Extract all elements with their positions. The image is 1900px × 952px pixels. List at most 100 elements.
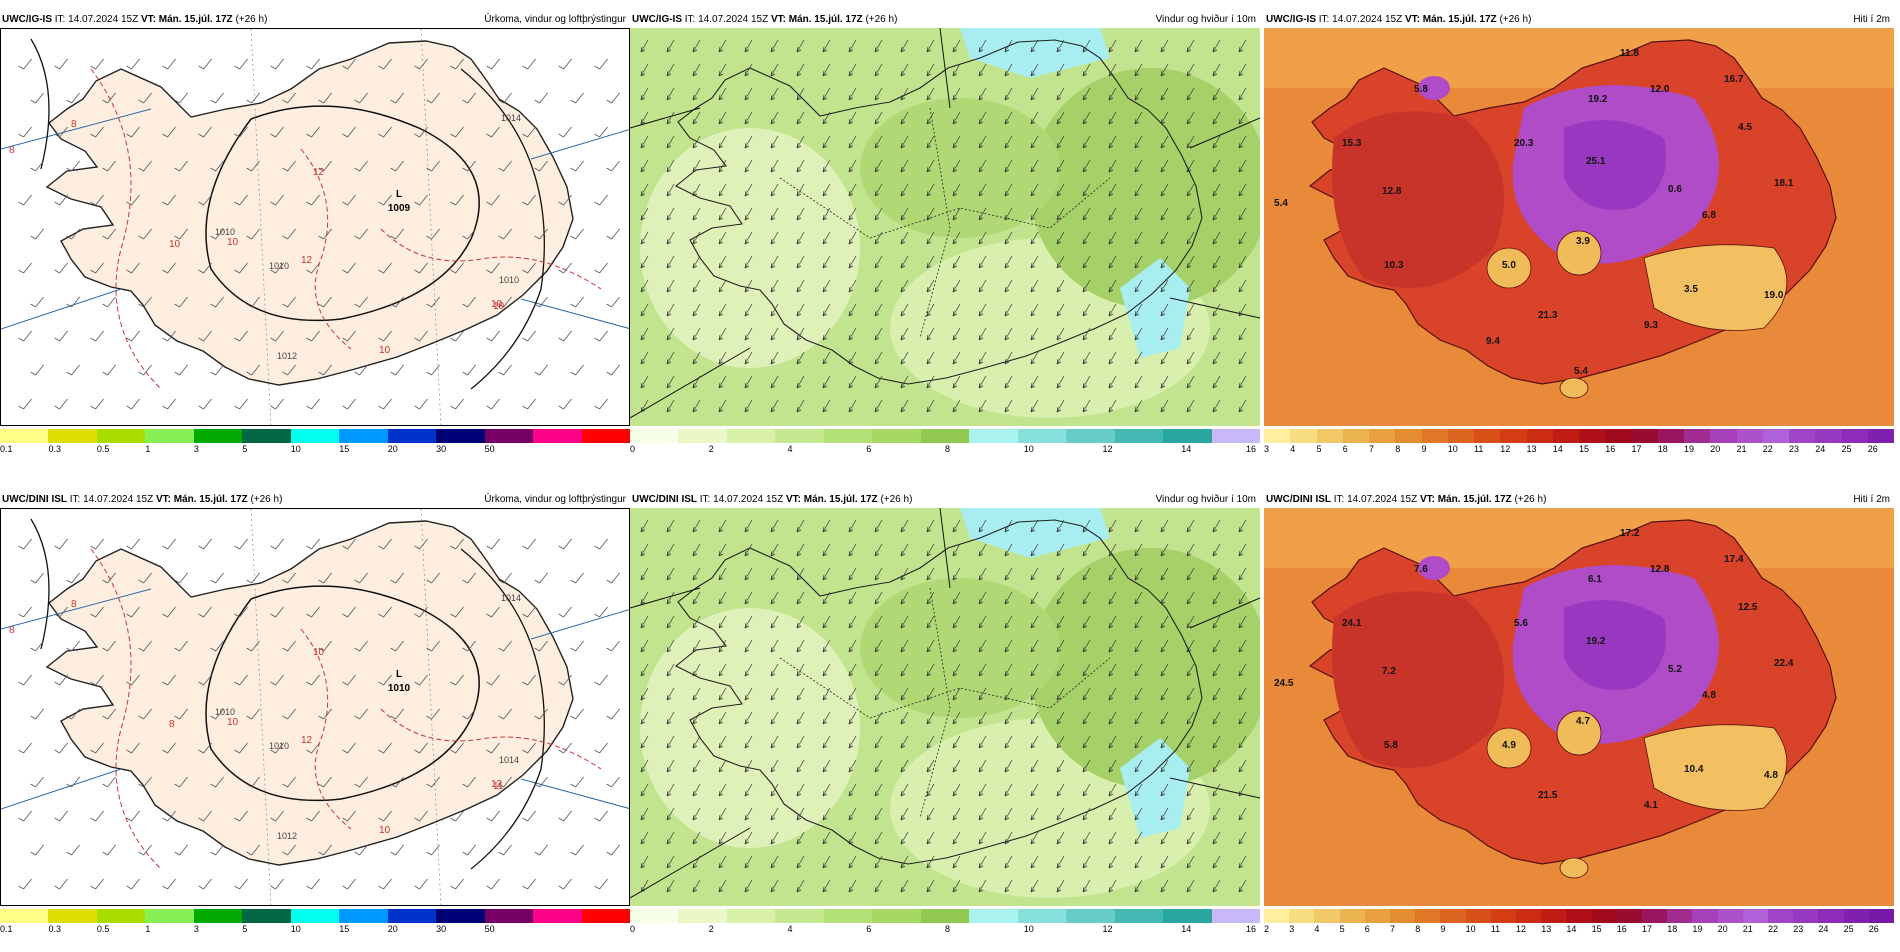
colorbar	[630, 429, 1261, 443]
colorbar-swatch	[1163, 909, 1212, 923]
isobar-label: 1012	[277, 351, 297, 361]
colorbar-tick-label: 2	[1264, 924, 1270, 934]
colorbar-tick-label: 14	[1181, 444, 1192, 454]
low-pressure-letter: L	[396, 189, 402, 200]
colorbar-swatch	[1667, 909, 1693, 923]
colorbar-swatch	[1163, 429, 1212, 443]
colorbar-swatch	[533, 429, 582, 443]
map-panel-wind: UWC/IG-IS IT: 14.07.2024 15Z VT: Mán. 15…	[630, 12, 1261, 472]
colorbar-tick-label: 23	[1793, 924, 1804, 934]
colorbar-swatch	[920, 429, 970, 443]
colorbar-tick-label: 22	[1768, 924, 1779, 934]
temperature-label: 11.8	[1620, 48, 1639, 59]
colorbar-swatch	[1017, 909, 1067, 923]
colorbar-tick-label: 22	[1762, 444, 1773, 454]
colorbar-tick-label: 3	[1289, 924, 1295, 934]
temperature-label: 12.8	[1382, 186, 1402, 197]
lead-time: (+26 h)	[1514, 494, 1547, 505]
panel-title: Vindur og hviður í 10m	[1155, 494, 1256, 505]
colorbar-tick-label: 25	[1841, 444, 1852, 454]
colorbar-swatch	[96, 909, 146, 923]
it-label: IT:	[684, 14, 696, 25]
temperature-label: 4.1	[1644, 800, 1658, 811]
colorbar-tick-label: 14	[1552, 444, 1563, 454]
colorbar-swatch	[726, 909, 776, 923]
colorbar-tick-label: 0	[630, 924, 636, 934]
temperature-label: 22.4	[1774, 658, 1794, 669]
colorbar-tick-label: 6	[866, 444, 872, 454]
colorbar-tick-label: 20	[1710, 444, 1721, 454]
temperature-label: 12.8	[1650, 564, 1670, 575]
panel-run-info: UWC/DINI ISL IT: 14.07.2024 15Z VT: Mán.…	[1266, 492, 1546, 508]
lead-time: (+26 h)	[235, 14, 268, 25]
colorbar-swatch	[1415, 909, 1441, 923]
colorbar-tick-label: 10	[290, 444, 301, 454]
temperature-label: 24.1	[1342, 618, 1362, 629]
colorbar-swatch	[1579, 429, 1606, 443]
colorbar-tick-label: 17	[1631, 444, 1642, 454]
colorbar-swatch	[1868, 909, 1895, 923]
it-label: IT:	[69, 494, 81, 505]
colorbar-tick-label: 1	[145, 924, 151, 934]
colorbar-swatch	[1789, 429, 1816, 443]
temperature-label: 5.4	[1274, 198, 1288, 209]
init-time: 14.07.2024 15Z	[83, 494, 154, 505]
colorbar-swatch	[678, 429, 727, 443]
colorbar-swatch	[193, 909, 243, 923]
colorbar-tick-label: 10	[1447, 444, 1458, 454]
colorbar-tick-label: 16	[1605, 444, 1616, 454]
colorbar-tick-label: 7	[1390, 924, 1396, 934]
temperature-label: 6.1	[1588, 574, 1602, 585]
it-label: IT:	[1318, 14, 1330, 25]
colorbar-tick-label: 4	[787, 924, 793, 934]
colorbar-swatch	[145, 909, 194, 923]
temperature-label: 17.4	[1724, 554, 1744, 565]
precip-contour-label: 10	[379, 345, 391, 356]
colorbar-swatch	[1264, 429, 1291, 443]
colorbar-swatch	[1390, 909, 1416, 923]
valid-time: Mán. 15.júl. 17Z	[158, 14, 233, 25]
colorbar-swatch	[1541, 909, 1567, 923]
colorbar-swatch	[726, 429, 776, 443]
colorbar-tick-label: 12	[1102, 924, 1113, 934]
colorbar-swatch	[242, 429, 291, 443]
model-name: UWC/DINI ISL	[2, 494, 67, 505]
colorbar-swatch	[1642, 909, 1668, 923]
colorbar-swatch	[1841, 429, 1868, 443]
colorbar-tick-label: 0.5	[96, 924, 110, 934]
isobar-label: 1014	[499, 755, 519, 765]
colorbar-swatch	[1762, 429, 1789, 443]
isobar-label: 1010	[215, 227, 235, 237]
colorbar	[630, 909, 1261, 923]
colorbar-tick-label: 3	[193, 444, 199, 454]
precip-contour-label: 10	[493, 301, 505, 312]
lead-time: (+26 h)	[250, 494, 283, 505]
lead-time: (+26 h)	[865, 14, 898, 25]
colorbar	[1264, 909, 1895, 923]
temperature-label: 0.6	[1668, 184, 1682, 195]
colorbar-swatch	[823, 909, 873, 923]
temperature-label: 5.8	[1384, 740, 1398, 751]
model-name: UWC/IG-IS	[632, 14, 682, 25]
colorbar-tick-label: 16	[1246, 444, 1257, 454]
init-time: 14.07.2024 15Z	[713, 494, 784, 505]
colorbar-tick-label: 0	[630, 444, 636, 454]
panel-run-info: UWC/IG-IS IT: 14.07.2024 15Z VT: Mán. 15…	[1266, 12, 1531, 28]
init-time: 14.07.2024 15Z	[1332, 14, 1403, 25]
colorbar-swatch	[1342, 429, 1369, 443]
colorbar-tick-label: 21	[1736, 444, 1747, 454]
map-canvas: L100910141010101210101010881212101010101…	[1, 29, 629, 425]
colorbar-tick-label: 9	[1421, 444, 1427, 454]
low-pressure-letter: L	[396, 669, 402, 680]
colorbar-ticks: 0 2 4 6 8 10 12 14 16	[630, 923, 1260, 935]
valid-time: Mán. 15.júl. 17Z	[1437, 494, 1512, 505]
colorbar-swatch	[1316, 429, 1343, 443]
panel-title: Hiti í 2m	[1853, 14, 1890, 25]
colorbar-swatch	[1616, 909, 1643, 923]
temperature-label: 3.9	[1576, 236, 1590, 247]
colorbar-tick-label: 5	[1316, 444, 1322, 454]
map-panel-temp: UWC/DINI ISL IT: 14.07.2024 15Z VT: Mán.…	[1264, 492, 1895, 952]
colorbar-swatch	[0, 909, 49, 923]
colorbar-tick-label: 8	[945, 924, 951, 934]
colorbar-swatch	[630, 429, 679, 443]
